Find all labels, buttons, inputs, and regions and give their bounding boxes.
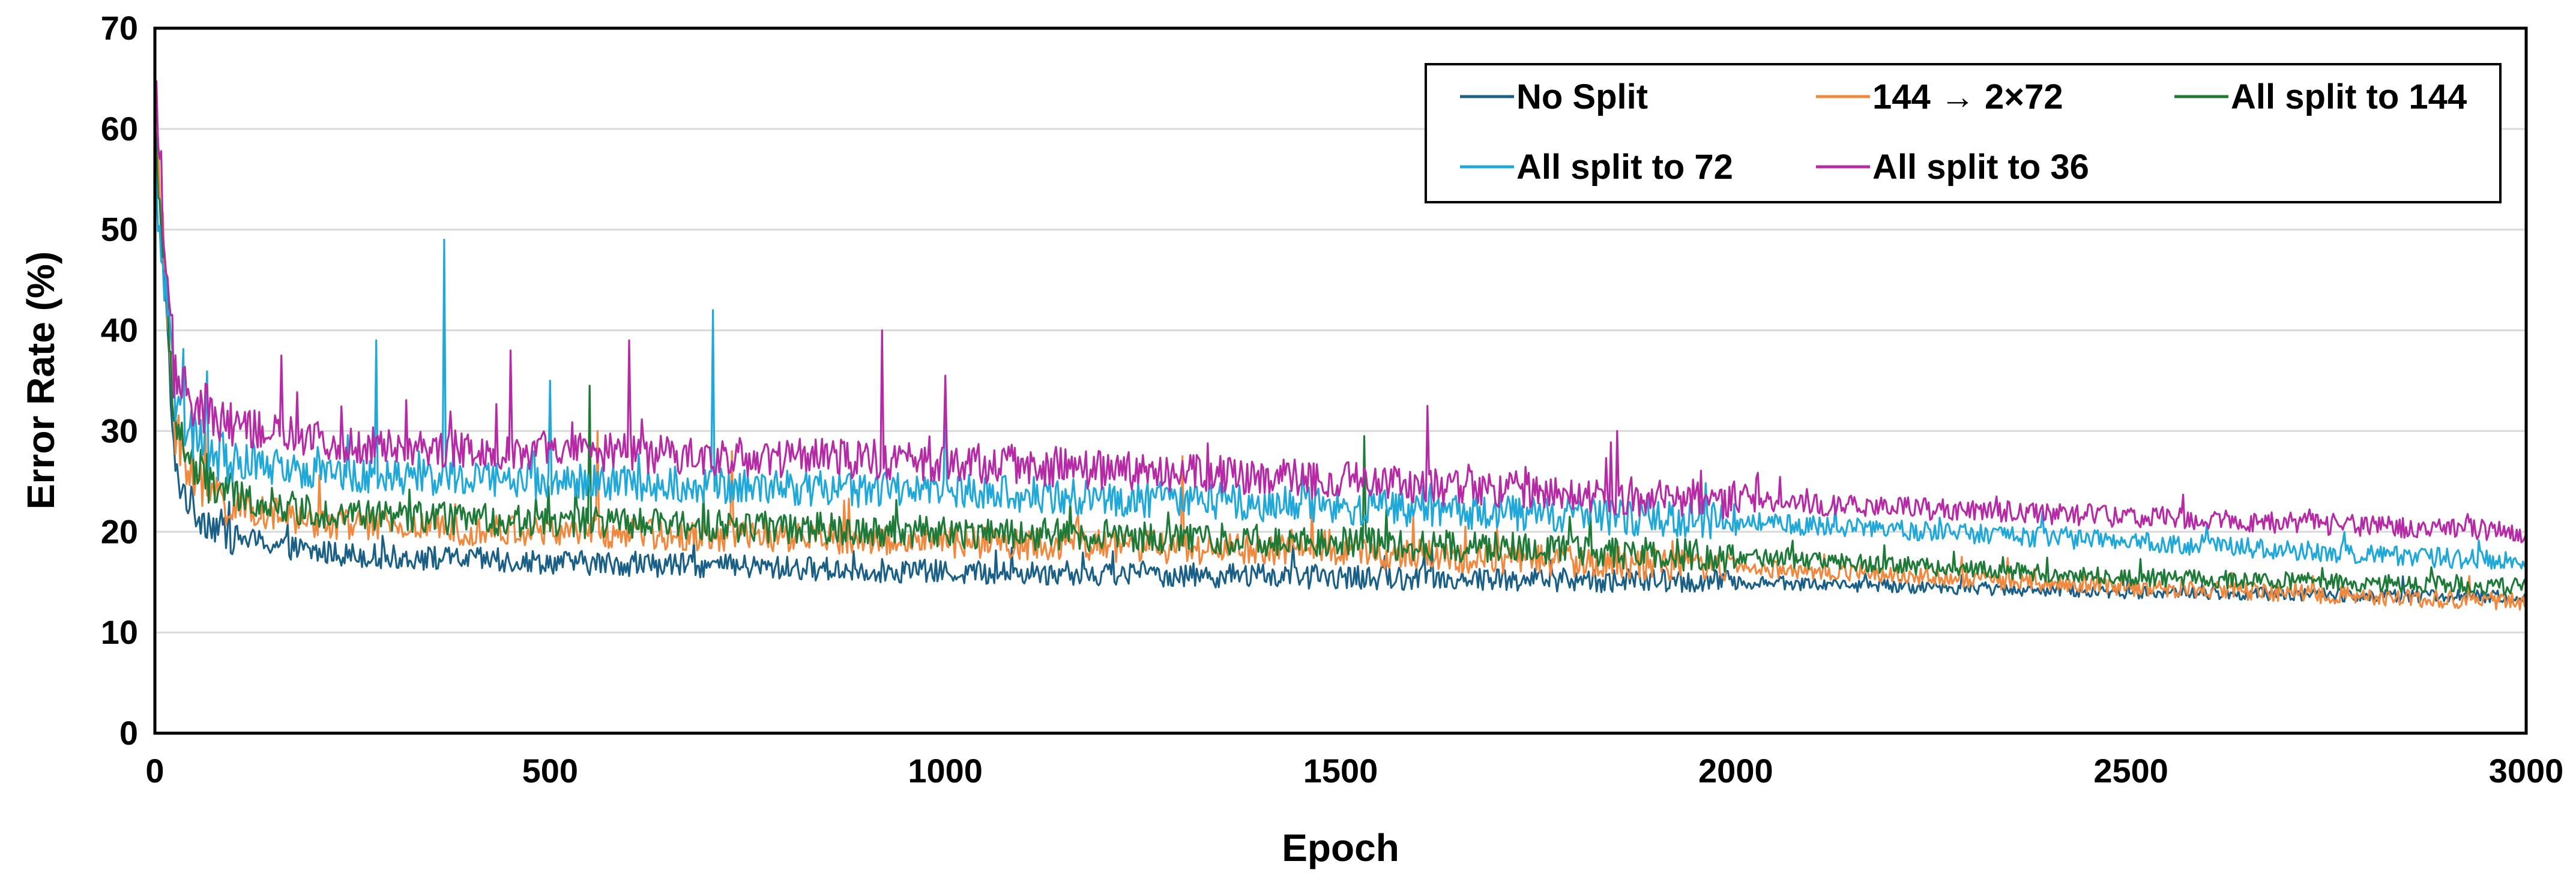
y-tick-label: 70 bbox=[101, 9, 138, 47]
series-line bbox=[154, 80, 2527, 544]
y-axis-label: Error Rate (%) bbox=[19, 251, 62, 509]
y-tick-label: 20 bbox=[101, 512, 138, 550]
x-tick-label: 500 bbox=[522, 752, 578, 790]
legend-entry: All split to 72 bbox=[1460, 148, 1733, 187]
x-tick-label: 1000 bbox=[908, 752, 983, 790]
x-axis-ticks: 0 500 1000 1500 2000 2500 3000 bbox=[145, 752, 2563, 790]
x-tick-label: 1500 bbox=[1303, 752, 1378, 790]
y-tick-label: 60 bbox=[101, 110, 138, 148]
y-axis-ticks: 0 10 20 30 40 50 60 70 bbox=[101, 9, 138, 752]
x-tick-label: 3000 bbox=[2489, 752, 2564, 790]
legend-entry: All split to 144 bbox=[2174, 77, 2467, 116]
legend-box bbox=[1425, 63, 2502, 203]
legend: No Split 144 → 2×72 All split to 144 All sp… bbox=[1425, 63, 2502, 203]
legend-label: All split to 72 bbox=[1516, 148, 1733, 187]
legend-label: No Split bbox=[1516, 77, 1648, 116]
legend-entry: All split to 36 bbox=[1816, 148, 2089, 187]
y-tick-label: 10 bbox=[101, 613, 138, 651]
legend-entry: 144 → 2×72 bbox=[1816, 77, 2063, 116]
legend-entries: No Split 144 → 2×72 All split to 144 All sp… bbox=[1460, 77, 2467, 187]
x-tick-label: 2500 bbox=[2093, 752, 2168, 790]
legend-entry: No Split bbox=[1460, 77, 1648, 116]
plot-frame bbox=[153, 26, 2528, 735]
x-axis-label: Epoch bbox=[1282, 826, 1399, 869]
series-line bbox=[154, 158, 2527, 570]
x-tick-label: 2000 bbox=[1698, 752, 1773, 790]
legend-label: All split to 36 bbox=[1872, 148, 2089, 187]
y-tick-label: 50 bbox=[101, 211, 138, 248]
y-tick-label: 0 bbox=[119, 714, 138, 752]
series-line bbox=[154, 90, 2527, 604]
series-line bbox=[154, 130, 2527, 596]
series-lines bbox=[154, 80, 2527, 611]
legend-label: 144 → 2×72 bbox=[1872, 77, 2063, 116]
y-tick-label: 30 bbox=[101, 412, 138, 449]
x-tick-label: 0 bbox=[145, 752, 164, 790]
y-tick-label: 40 bbox=[101, 311, 138, 349]
legend-label: All split to 144 bbox=[2231, 77, 2467, 116]
